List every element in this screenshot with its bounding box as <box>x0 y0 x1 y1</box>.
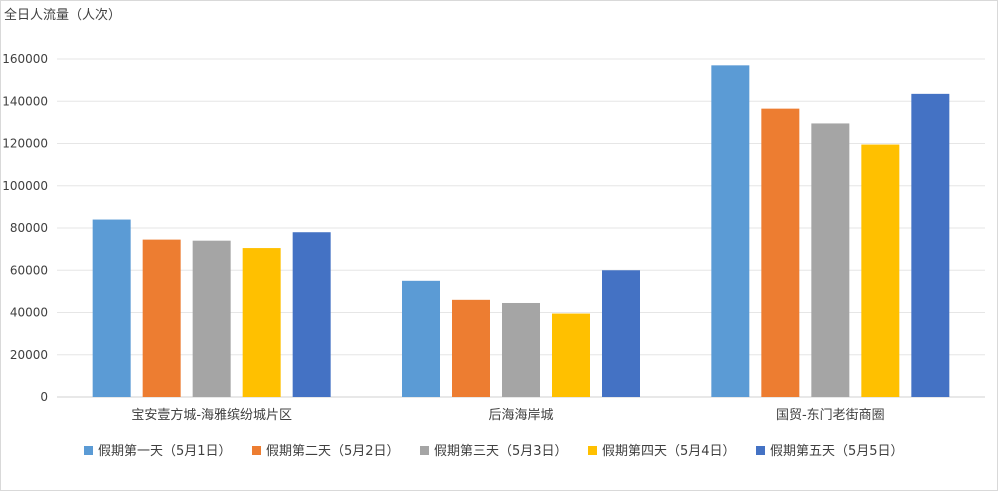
bar <box>242 248 281 397</box>
bar <box>142 239 181 397</box>
y-tick-label: 140000 <box>2 94 48 108</box>
bar <box>861 144 900 397</box>
legend-swatch <box>84 446 93 455</box>
legend-label: 假期第一天（5月1日） <box>98 444 232 459</box>
legend-label: 假期第三天（5月3日） <box>434 444 568 459</box>
bar <box>292 232 331 397</box>
bar <box>711 65 750 398</box>
legend-swatch <box>252 446 261 455</box>
bar <box>811 123 850 398</box>
bar <box>911 93 950 397</box>
y-tick-label: 20000 <box>10 348 48 362</box>
legend-label: 假期第二天（5月2日） <box>266 444 400 459</box>
x-tick-label: 宝安壹方城-海雅缤纷城片区 <box>131 407 292 423</box>
y-tick-label: 160000 <box>2 52 48 66</box>
bar <box>502 302 540 397</box>
legend-label: 假期第四天（5月4日） <box>602 444 736 459</box>
bar <box>402 280 440 397</box>
x-tick-label: 后海海岸城 <box>488 408 553 423</box>
bar <box>602 270 640 397</box>
y-tick-label: 60000 <box>10 263 48 277</box>
y-axis-label: 全日人流量（人次） <box>4 8 122 23</box>
y-tick-label: 120000 <box>2 137 48 151</box>
legend-label: 假期第五天（5月5日） <box>770 444 904 459</box>
y-tick-label: 40000 <box>10 306 48 320</box>
bar <box>761 108 800 398</box>
y-tick-label: 0 <box>40 390 48 404</box>
legend-swatch <box>756 446 765 455</box>
y-tick-label: 100000 <box>2 179 48 193</box>
x-tick-label: 国贸-东门老街商圈 <box>776 408 885 423</box>
legend-swatch <box>420 446 429 455</box>
legend-swatch <box>588 446 597 455</box>
bar <box>192 240 231 397</box>
bar <box>92 219 131 397</box>
bar <box>452 299 490 397</box>
bar <box>552 313 590 397</box>
y-tick-label: 80000 <box>10 221 48 235</box>
